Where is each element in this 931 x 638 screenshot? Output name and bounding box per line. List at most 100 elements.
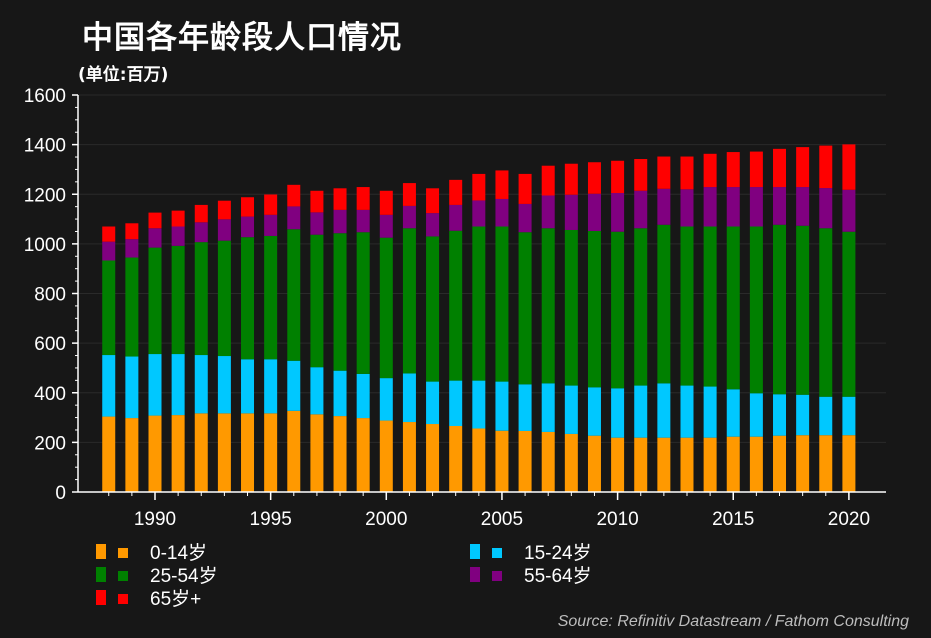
bar-1999-series-4 [356, 187, 370, 210]
bar-2009-series-4 [587, 162, 601, 194]
bar-2012-series-0 [657, 437, 671, 492]
bar-1999-series-1 [356, 373, 370, 419]
bar-2006-series-2 [518, 232, 532, 385]
bar-2019-series-2 [819, 228, 833, 397]
unit-label: (单位:百万) [78, 65, 169, 85]
y-tick-label: 400 [34, 384, 66, 405]
y-tick-label: 1000 [24, 235, 66, 256]
bar-2009-series-3 [587, 193, 601, 231]
bar-2009-series-0 [587, 435, 601, 492]
bar-1995-series-3 [264, 214, 278, 236]
bar-2011-series-1 [634, 385, 648, 438]
bar-2001-series-1 [402, 373, 416, 423]
bar-2007-series-1 [541, 383, 555, 432]
y-tick-label: 0 [55, 483, 66, 504]
bar-2012-series-1 [657, 383, 671, 438]
bar-1996-series-2 [287, 229, 301, 361]
bar-2008-series-1 [564, 385, 578, 434]
bar-2003-series-2 [449, 230, 463, 381]
bar-2020-series-2 [842, 231, 856, 397]
bar-2015-series-4 [726, 152, 740, 188]
legend-swatch [492, 571, 502, 581]
bar-1994-series-1 [241, 359, 255, 414]
y-tick-label: 1400 [24, 136, 66, 157]
bar-2005-series-2 [495, 226, 509, 382]
x-tick-label: 2005 [481, 509, 523, 530]
bar-1996-series-3 [287, 206, 301, 230]
bar-1998-series-1 [333, 370, 347, 417]
bar-2017-series-1 [773, 394, 787, 436]
bar-2011-series-0 [634, 437, 648, 492]
bar-2017-series-0 [773, 435, 787, 492]
legend-swatch [492, 548, 502, 558]
bar-1989-series-0 [125, 418, 139, 492]
bar-2013-series-2 [680, 226, 694, 386]
bar-2006-series-1 [518, 384, 532, 431]
bar-1991-series-1 [171, 354, 185, 416]
bar-1991-series-3 [171, 226, 185, 246]
bar-2002-series-0 [426, 424, 440, 492]
bar-1998-series-0 [333, 416, 347, 492]
x-tick-label: 2015 [712, 509, 754, 530]
chart-title: 中国各年龄段人口情况 [82, 20, 402, 56]
bar-2016-series-4 [749, 151, 763, 188]
bar-2008-series-4 [564, 163, 578, 195]
bar-2018-series-1 [796, 394, 810, 436]
bar-2016-series-0 [749, 436, 763, 492]
x-tick-label: 2000 [365, 509, 407, 530]
legend-swatch [118, 571, 128, 581]
bar-2013-series-1 [680, 385, 694, 438]
bar-2000-series-1 [379, 378, 393, 421]
bar-1997-series-4 [310, 190, 324, 213]
bar-2004-series-3 [472, 200, 486, 227]
bar-2004-series-0 [472, 428, 486, 492]
bar-1993-series-4 [217, 200, 231, 220]
bar-2018-series-2 [796, 225, 810, 395]
bar-2012-series-2 [657, 224, 671, 384]
bar-1998-series-2 [333, 233, 347, 371]
bar-2015-series-0 [726, 436, 740, 492]
bar-2017-series-2 [773, 224, 787, 395]
bar-2007-series-4 [541, 165, 555, 196]
bar-2009-series-2 [587, 230, 601, 388]
bar-2003-series-0 [449, 425, 463, 492]
bar-2000-series-4 [379, 190, 393, 215]
bar-2020-series-4 [842, 144, 856, 190]
bar-1998-series-4 [333, 188, 347, 210]
bar-2007-series-3 [541, 195, 555, 229]
bar-2011-series-4 [634, 159, 648, 191]
legend-swatch [470, 543, 480, 559]
bar-2000-series-0 [379, 420, 393, 492]
bar-2015-series-3 [726, 187, 740, 227]
bar-2007-series-2 [541, 228, 555, 384]
bar-2018-series-4 [796, 147, 810, 188]
bar-1994-series-2 [241, 237, 255, 360]
bar-1992-series-4 [194, 204, 208, 223]
bar-1991-series-0 [171, 415, 185, 492]
bar-1988-series-1 [102, 355, 116, 417]
bar-2013-series-3 [680, 189, 694, 227]
bar-2010-series-2 [611, 231, 625, 389]
bar-1990-series-4 [148, 212, 162, 229]
bar-2020-series-0 [842, 435, 856, 492]
bar-2019-series-1 [819, 396, 833, 436]
bar-2014-series-0 [703, 437, 717, 492]
bar-2000-series-2 [379, 237, 393, 379]
bar-1993-series-1 [217, 356, 231, 414]
bar-1992-series-3 [194, 222, 208, 243]
legend-item-65-plus: 65岁+ [96, 586, 201, 610]
bar-1988-series-0 [102, 416, 116, 492]
bar-2013-series-4 [680, 156, 694, 190]
bar-1994-series-3 [241, 216, 255, 238]
x-tick-label: 1990 [134, 509, 176, 530]
legend-item-25-54: 25-54岁 [96, 563, 218, 587]
bar-1990-series-3 [148, 228, 162, 248]
bar-2001-series-3 [402, 205, 416, 229]
bar-1989-series-1 [125, 356, 139, 419]
bar-2013-series-0 [680, 437, 694, 492]
legend-item-55-64: 55-64岁 [470, 563, 592, 587]
bar-1996-series-4 [287, 184, 301, 207]
bar-2005-series-3 [495, 198, 509, 227]
bar-1990-series-2 [148, 247, 162, 355]
